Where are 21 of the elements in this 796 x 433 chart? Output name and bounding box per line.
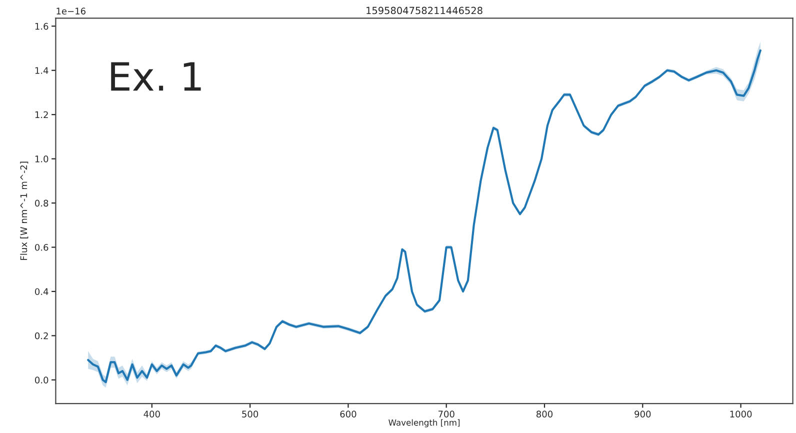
y-tick-label: 0.6 (35, 244, 48, 251)
y-tick-label: 1.2 (35, 111, 48, 118)
x-tick-label: 1000 (730, 410, 752, 418)
chart-title: 1595804758211446528 (366, 6, 482, 14)
x-tick-label: 700 (438, 410, 454, 418)
y-tick-label: 1.4 (35, 67, 48, 74)
annotation: Ex. 1 (111, 62, 201, 91)
x-tick-label: 900 (634, 410, 651, 418)
y-axis-title: Flux [W nm^-1 m^-2] (20, 162, 28, 260)
y-tick-label: 0.2 (35, 332, 48, 340)
x-tick-label: 600 (340, 410, 356, 418)
y-tick-label: 1.0 (35, 156, 48, 162)
y-tick-label: 0.4 (35, 288, 48, 296)
x-tick-label: 400 (144, 410, 160, 418)
x-tick-label: 800 (536, 410, 553, 418)
y-tick-label: 0.8 (35, 200, 48, 207)
y-tick-label: 0.0 (35, 376, 48, 384)
text: 1e−16 (56, 8, 86, 15)
x-axis-title: Wavelength [nm] (388, 419, 460, 428)
y-tick-label: 1.6 (35, 22, 48, 30)
x-tick-label: 500 (242, 410, 258, 418)
